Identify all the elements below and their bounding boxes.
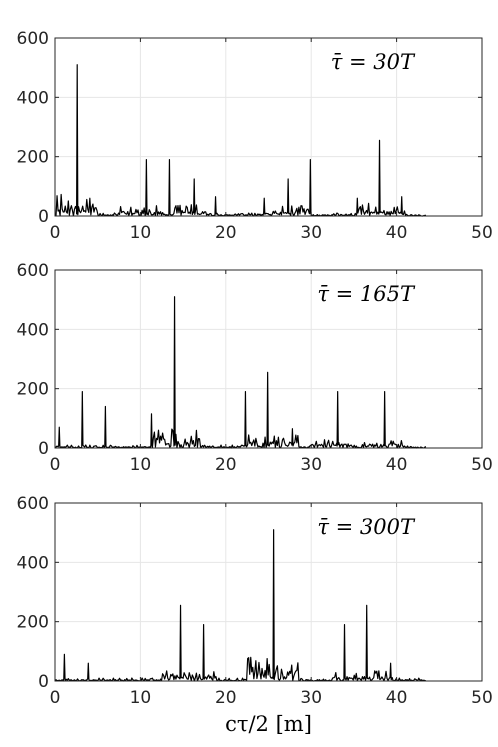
y-tick-label: 200 <box>17 380 49 400</box>
x-tick-label: 40 <box>386 455 408 475</box>
x-tick-label: 30 <box>300 455 322 475</box>
panel-tau-165T: 0 10 20 30 40 50 0 200 400 600 τ̄ = 165T <box>17 261 493 475</box>
tau-annotation: τ̄ = 30T <box>331 50 416 74</box>
x-tick-label: 10 <box>130 688 152 708</box>
axes-frame <box>54 269 483 449</box>
x-tick-label: 50 <box>471 223 493 243</box>
panel-tau-300T: 0 10 20 30 40 50 0 200 400 600 τ̄ = 300T cτ/2 [m] <box>17 494 493 736</box>
x-tick-label: 50 <box>471 455 493 475</box>
x-axis-label: cτ/2 [m] <box>225 712 312 736</box>
y-tick-label: 0 <box>38 439 49 459</box>
tau-annotation: τ̄ = 300T <box>317 515 416 539</box>
signal-trace <box>54 296 427 449</box>
signal-trace <box>54 529 427 682</box>
axes-frame <box>54 502 483 682</box>
y-tick-label: 600 <box>17 261 49 281</box>
x-tick-label: 10 <box>130 455 152 475</box>
y-tick-label: 400 <box>17 88 49 108</box>
y-tick-label: 0 <box>38 207 49 227</box>
x-tick-label: 0 <box>50 455 61 475</box>
panel-tau-30T: 0 10 20 30 40 50 0 200 400 600 τ̄ = 30T <box>17 29 493 243</box>
x-tick-label: 50 <box>471 688 493 708</box>
x-tick-label: 10 <box>130 223 152 243</box>
x-tick-label: 30 <box>300 223 322 243</box>
x-tick-label: 0 <box>50 223 61 243</box>
y-tick-label: 400 <box>17 320 49 340</box>
signal-trace <box>54 64 427 217</box>
x-tick-label: 20 <box>215 455 237 475</box>
x-tick-label: 40 <box>386 223 408 243</box>
y-tick-label: 0 <box>38 672 49 692</box>
tau-annotation: τ̄ = 165T <box>317 282 416 306</box>
y-tick-label: 200 <box>17 613 49 633</box>
axes-frame <box>54 37 483 217</box>
y-tick-label: 200 <box>17 148 49 168</box>
y-tick-label: 600 <box>17 29 49 49</box>
x-tick-label: 40 <box>386 688 408 708</box>
x-tick-label: 20 <box>215 688 237 708</box>
y-tick-label: 400 <box>17 553 49 573</box>
x-tick-label: 0 <box>50 688 61 708</box>
x-tick-label: 30 <box>300 688 322 708</box>
y-tick-label: 600 <box>17 494 49 514</box>
x-tick-label: 20 <box>215 223 237 243</box>
